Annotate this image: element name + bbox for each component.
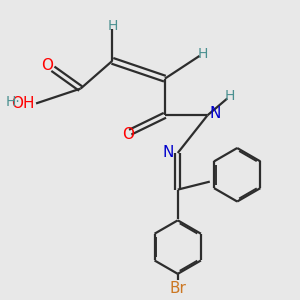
Text: H·: H·	[6, 95, 21, 109]
Text: Br: Br	[169, 280, 186, 296]
Text: N: N	[210, 106, 221, 121]
Text: O: O	[42, 58, 54, 73]
Text: OH: OH	[11, 96, 35, 111]
Text: H: H	[198, 46, 208, 61]
Text: H: H	[107, 19, 118, 33]
Text: N: N	[163, 146, 174, 160]
Text: H: H	[225, 89, 236, 103]
Text: O: O	[122, 127, 134, 142]
